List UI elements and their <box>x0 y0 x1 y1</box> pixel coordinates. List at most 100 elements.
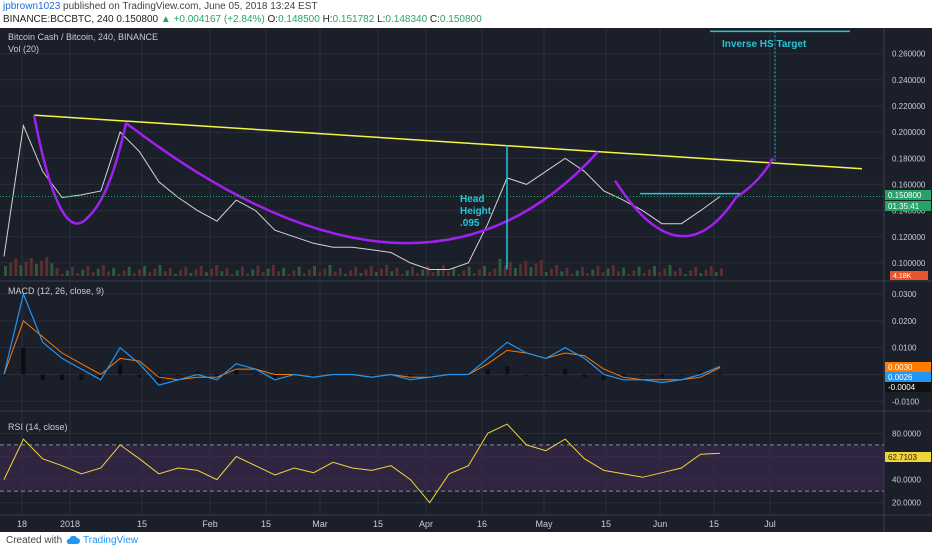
volume-bar <box>101 265 105 276</box>
volume-bar <box>364 269 368 276</box>
volume-bar <box>14 258 18 276</box>
volume-bar <box>519 264 523 276</box>
macd-histogram-bar <box>601 374 606 380</box>
volume-bar <box>76 273 80 276</box>
svg-text:0.150800: 0.150800 <box>888 191 922 200</box>
rsi-tick-label: 40.0000 <box>892 476 921 485</box>
volume-bar <box>127 266 131 276</box>
rsi-title: RSI (14, close) <box>8 422 68 432</box>
chart-svg[interactable]: 18 2018 15 Feb 15 Mar 15 Apr 16 May 15 Jun 15 Jul 0.10… <box>0 28 932 532</box>
volume-bar <box>689 270 693 276</box>
author-link[interactable]: jpbrown1023 <box>3 1 61 12</box>
volume-bar <box>4 266 7 276</box>
symbol-label: BINANCE:BCCBTC, 240 <box>3 14 114 25</box>
macd-histogram-bar <box>505 366 510 375</box>
volume-bar <box>446 271 450 276</box>
volume-bar <box>287 274 291 276</box>
price-tick-label: 0.120000 <box>892 233 926 242</box>
volume-bar <box>658 272 662 276</box>
macd-tick-label: 0.0300 <box>892 290 917 299</box>
macd-histogram-bar <box>311 374 316 376</box>
volume-bar <box>694 266 698 276</box>
volume-bar <box>333 271 337 276</box>
volume-bar <box>395 267 399 276</box>
volume-bar <box>65 270 69 276</box>
time-tick-label: 15 <box>373 519 383 529</box>
volume-bar <box>560 271 564 276</box>
macd-histogram-bar <box>156 374 161 383</box>
time-tick-label: May <box>535 519 553 529</box>
price-tick-label: 0.200000 <box>892 128 926 137</box>
volume-bar <box>508 261 512 276</box>
time-tick-label: 15 <box>601 519 611 529</box>
volume-bar <box>112 267 116 276</box>
volume-bar <box>673 271 677 276</box>
price-badge: 0.150800 <box>885 190 931 200</box>
volume-badge: 4.18K <box>890 271 928 280</box>
time-tick-label: 15 <box>137 519 147 529</box>
volume-bar <box>704 269 708 276</box>
macd-histogram-bar <box>408 374 413 378</box>
volume-bar <box>431 272 435 276</box>
volume-bar <box>498 259 502 276</box>
countdown-badge: 01:35:41 <box>885 201 931 211</box>
volume-bar <box>184 266 188 276</box>
right-shoulder-curve <box>613 179 738 238</box>
volume-bar <box>251 269 255 276</box>
svg-text:4.18K: 4.18K <box>893 273 912 280</box>
volume-bar <box>153 268 157 276</box>
volume-bar <box>266 268 270 276</box>
price-tick-label: 0.140000 <box>892 207 926 216</box>
volume-bar <box>313 265 317 276</box>
macd-histogram-bar <box>718 373 722 375</box>
volume-bar <box>534 263 538 276</box>
publish-info: published on TradingView.com, June 05, 2… <box>63 1 318 12</box>
volume-bar <box>122 270 126 276</box>
footer: Created with TradingView <box>0 532 932 550</box>
volume-bar <box>668 265 672 276</box>
volume-bar <box>472 273 476 276</box>
volume-bar <box>544 272 548 276</box>
left-shoulder-curve <box>32 114 128 225</box>
volume-bar <box>488 272 492 276</box>
volume-bar <box>19 265 23 276</box>
volume-bar <box>70 266 74 276</box>
target-annotation: Inverse HS Target <box>722 39 807 50</box>
volume-bar <box>380 268 384 276</box>
time-tick-label: Apr <box>419 519 433 529</box>
macd-histogram-bar <box>640 374 645 376</box>
volume-bar <box>683 274 687 276</box>
volume-bar <box>416 273 420 276</box>
svg-text:-0.0004: -0.0004 <box>888 383 916 392</box>
volume-bar <box>436 268 440 276</box>
macd-value-badge: 0.0026 <box>885 372 931 382</box>
descending-trendline <box>33 114 863 170</box>
macd-histogram-bar <box>679 374 684 376</box>
volume-bar <box>529 267 533 276</box>
macd-title: MACD (12, 26, close, 9) <box>8 286 104 296</box>
volume-bar <box>96 268 100 276</box>
volume-bar <box>390 271 394 276</box>
volume-bar <box>632 270 636 276</box>
macd-tick-label: 0.0200 <box>892 317 917 326</box>
volume-bar <box>709 265 713 276</box>
volume-bar <box>34 264 38 276</box>
time-tick-label: Feb <box>202 519 218 529</box>
volume-bar <box>338 267 342 276</box>
macd-histogram-bar <box>214 374 219 378</box>
price-tick-label: 0.220000 <box>892 102 926 111</box>
volume-bar <box>596 265 600 276</box>
volume-bar <box>307 269 311 276</box>
macd-histogram-badge: -0.0004 <box>885 382 931 392</box>
macd-histogram-bar <box>369 374 374 376</box>
tradingview-logo[interactable]: TradingView <box>66 535 138 546</box>
volume-bar <box>277 271 281 276</box>
price-tick-label: 0.180000 <box>892 154 926 163</box>
volume-bar <box>235 270 239 276</box>
volume-bar <box>513 268 517 276</box>
chart-canvas[interactable]: 18 2018 15 Feb 15 Mar 15 Apr 16 May 15 Jun 15 Jul 0.10… <box>0 28 932 532</box>
volume-bar <box>580 266 584 276</box>
macd-panel <box>2 292 722 386</box>
volume-bar <box>323 268 327 276</box>
volume-bar <box>714 272 718 276</box>
